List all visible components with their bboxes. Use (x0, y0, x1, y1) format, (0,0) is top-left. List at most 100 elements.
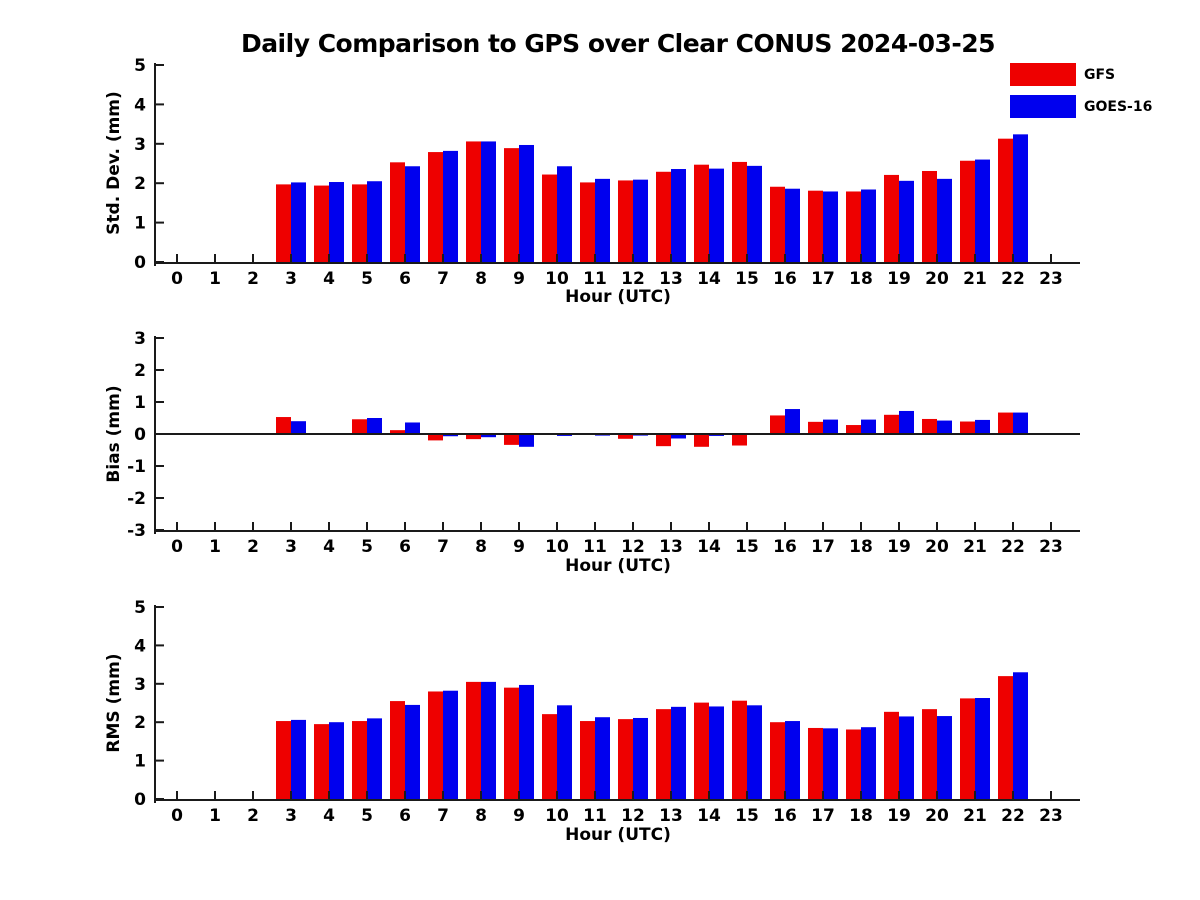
y-tick-0 (156, 261, 164, 263)
x-tick-h14 (708, 791, 710, 799)
bar-goes16-h3 (291, 182, 306, 262)
y-tick-label-5: 5 (134, 598, 146, 618)
bar-goes16-h21 (975, 419, 990, 434)
x-tick-label-h5: 5 (361, 806, 373, 826)
bar-gfs-h8 (466, 434, 481, 440)
bar-goes16-h5 (367, 181, 382, 262)
x-tick-h20 (936, 791, 938, 799)
stddev-y-axis-label: Std. Dev. (mm) (104, 91, 124, 235)
x-tick-h13 (670, 791, 672, 799)
bar-gfs-h15 (732, 434, 747, 446)
bar-gfs-h21 (960, 421, 975, 434)
bar-goes16-h8 (481, 681, 496, 799)
x-tick-h7 (442, 791, 444, 799)
x-tick-h0 (176, 522, 178, 530)
x-tick-h10 (556, 791, 558, 799)
x-tick-h8 (480, 254, 482, 262)
bar-goes16-h7 (443, 690, 458, 799)
x-tick-h11 (594, 254, 596, 262)
x-tick-h21 (974, 791, 976, 799)
bar-goes16-h8 (481, 141, 496, 262)
x-tick-h4 (328, 254, 330, 262)
bar-goes16-h7 (443, 434, 458, 437)
x-tick-label-h19: 19 (887, 537, 911, 557)
bar-gfs-h10 (542, 714, 557, 799)
bar-goes16-h16 (785, 188, 800, 262)
x-axis-line (154, 530, 1080, 532)
bar-gfs-h8 (466, 681, 481, 799)
x-tick-h21 (974, 522, 976, 530)
bar-gfs-h3 (276, 417, 291, 434)
bar-gfs-h16 (770, 186, 785, 262)
x-tick-h5 (366, 791, 368, 799)
x-tick-label-h2: 2 (247, 537, 259, 557)
legend-entry-goes16: GOES-16 (1010, 95, 1152, 118)
bar-gfs-h16 (770, 722, 785, 799)
bar-goes16-h17 (823, 419, 838, 434)
x-tick-label-h2: 2 (247, 269, 259, 289)
x-tick-h15 (746, 254, 748, 262)
x-tick-h12 (632, 254, 634, 262)
x-tick-label-h22: 22 (1001, 806, 1025, 826)
bar-goes16-h21 (975, 159, 990, 262)
y-tick-label-5: 5 (134, 56, 146, 76)
x-tick-h6 (404, 254, 406, 262)
bar-gfs-h12 (618, 719, 633, 799)
x-tick-label-h4: 4 (323, 806, 335, 826)
x-tick-label-h8: 8 (475, 269, 487, 289)
x-tick-label-h12: 12 (621, 269, 645, 289)
x-tick-h2 (252, 791, 254, 799)
bar-gfs-h9 (504, 434, 519, 445)
x-tick-label-h7: 7 (437, 269, 449, 289)
bar-gfs-h12 (618, 180, 633, 262)
goes16-color-swatch (1010, 95, 1076, 118)
bar-gfs-h19 (884, 414, 899, 434)
bar-gfs-h21 (960, 698, 975, 799)
bar-goes16-h16 (785, 409, 800, 434)
x-tick-h16 (784, 254, 786, 262)
x-tick-h20 (936, 522, 938, 530)
bar-gfs-h13 (656, 434, 671, 447)
bar-goes16-h5 (367, 718, 382, 799)
x-tick-label-h4: 4 (323, 269, 335, 289)
bar-goes16-h12 (633, 179, 648, 262)
bar-gfs-h15 (732, 161, 747, 262)
bar-goes16-h10 (557, 166, 572, 262)
x-tick-label-h17: 17 (811, 537, 835, 557)
bar-goes16-h20 (937, 420, 952, 434)
y-tick-5 (156, 64, 164, 66)
legend: GFS GOES-16 (1010, 63, 1152, 127)
x-tick-label-h12: 12 (621, 806, 645, 826)
bar-gfs-h11 (580, 721, 595, 799)
bar-goes16-h13 (671, 434, 686, 439)
y-tick-label-0: 0 (134, 425, 146, 445)
x-tick-h10 (556, 522, 558, 530)
x-tick-label-h4: 4 (323, 537, 335, 557)
page-title: Daily Comparison to GPS over Clear CONUS… (240, 29, 996, 58)
x-tick-h11 (594, 791, 596, 799)
x-tick-h19 (898, 791, 900, 799)
x-tick-label-h23: 23 (1039, 269, 1063, 289)
y-tick-2 (156, 182, 164, 185)
x-tick-h22 (1012, 522, 1014, 530)
x-tick-h10 (556, 254, 558, 262)
x-tick-h2 (252, 522, 254, 530)
x-tick-h13 (670, 254, 672, 262)
x-tick-h14 (708, 254, 710, 262)
legend-entry-gfs: GFS (1010, 63, 1152, 86)
y-tick-label-3: 3 (134, 329, 146, 349)
bar-gfs-h5 (352, 184, 367, 262)
x-tick-h17 (822, 522, 824, 530)
bar-goes16-h21 (975, 698, 990, 799)
bar-gfs-h17 (808, 190, 823, 262)
x-tick-label-h9: 9 (513, 537, 525, 557)
bar-gfs-h7 (428, 434, 443, 441)
bar-goes16-h19 (899, 410, 914, 434)
bar-gfs-h20 (922, 418, 937, 434)
x-tick-h1 (214, 254, 216, 262)
y-tick-label-2: 2 (134, 713, 146, 733)
